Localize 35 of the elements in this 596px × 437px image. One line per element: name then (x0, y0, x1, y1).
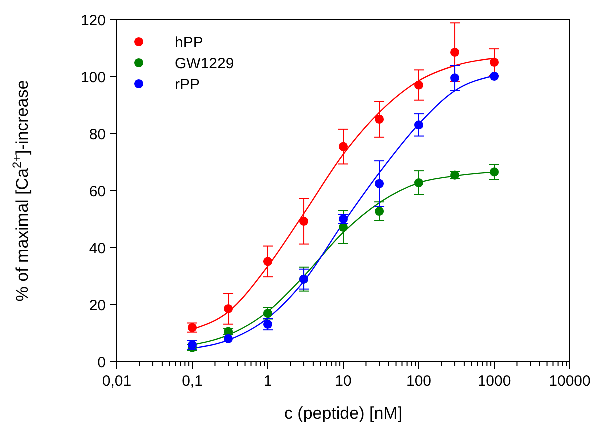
y-tick-label: 80 (89, 126, 106, 144)
legend-label: hPP (175, 34, 204, 52)
y-tick-label: 120 (80, 12, 106, 30)
y-tick-label: 60 (89, 183, 106, 200)
x-tick-label: 10000 (549, 373, 591, 390)
point (414, 178, 424, 188)
x-axis-title: c (peptide) [nM] (284, 404, 403, 423)
point (375, 207, 384, 216)
point (338, 142, 348, 152)
y-tick-label: 0 (98, 354, 106, 372)
point (490, 168, 500, 177)
x-tick-label: 0,1 (182, 373, 203, 390)
point (490, 58, 500, 67)
y-tick-label: 20 (89, 297, 106, 314)
point (450, 74, 460, 83)
x-tick-label: 100 (406, 373, 432, 390)
point (224, 334, 234, 344)
point (263, 257, 273, 266)
x-tick-label: 0,01 (102, 373, 132, 390)
x-tick-label: 10 (335, 373, 352, 390)
point (338, 222, 348, 232)
x-tick-label: 1000 (478, 373, 512, 390)
point (300, 216, 309, 226)
point (414, 80, 424, 90)
point (375, 179, 384, 188)
point (375, 114, 384, 124)
x-tick-label: 1 (264, 373, 272, 390)
y-tick-label: 100 (80, 69, 106, 86)
point (490, 72, 500, 81)
point (414, 120, 424, 130)
point (224, 304, 234, 314)
legend-label: rPP (175, 76, 200, 94)
y-tick-label: 40 (89, 240, 106, 258)
legend-label: GW1229 (175, 55, 234, 72)
point (450, 48, 460, 57)
